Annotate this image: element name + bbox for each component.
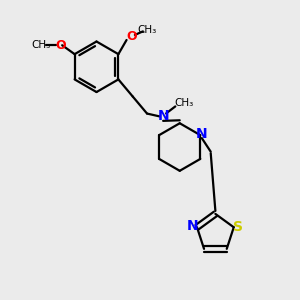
Text: CH₃: CH₃ xyxy=(31,40,50,50)
Text: CH₃: CH₃ xyxy=(175,98,194,108)
Text: O: O xyxy=(56,39,66,52)
Text: N: N xyxy=(196,127,208,141)
Text: S: S xyxy=(233,220,243,234)
Text: O: O xyxy=(127,30,137,43)
Text: N: N xyxy=(187,219,199,233)
Text: N: N xyxy=(157,110,169,123)
Text: CH₃: CH₃ xyxy=(138,25,157,34)
